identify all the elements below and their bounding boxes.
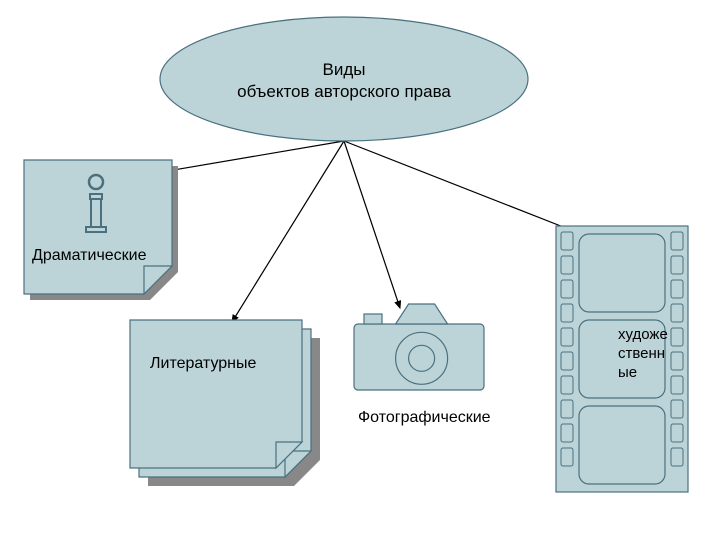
- node-literary: [130, 320, 320, 486]
- literary-label: Литературные: [150, 354, 256, 375]
- dramatic-label: Драматические: [32, 246, 147, 267]
- node-photographic: [354, 304, 484, 390]
- node-dramatic: [24, 160, 178, 300]
- central-label: Видыобъектов авторского права: [160, 59, 528, 103]
- photographic-label: Фотографические: [358, 408, 491, 429]
- artistic-label: художественные: [618, 326, 668, 382]
